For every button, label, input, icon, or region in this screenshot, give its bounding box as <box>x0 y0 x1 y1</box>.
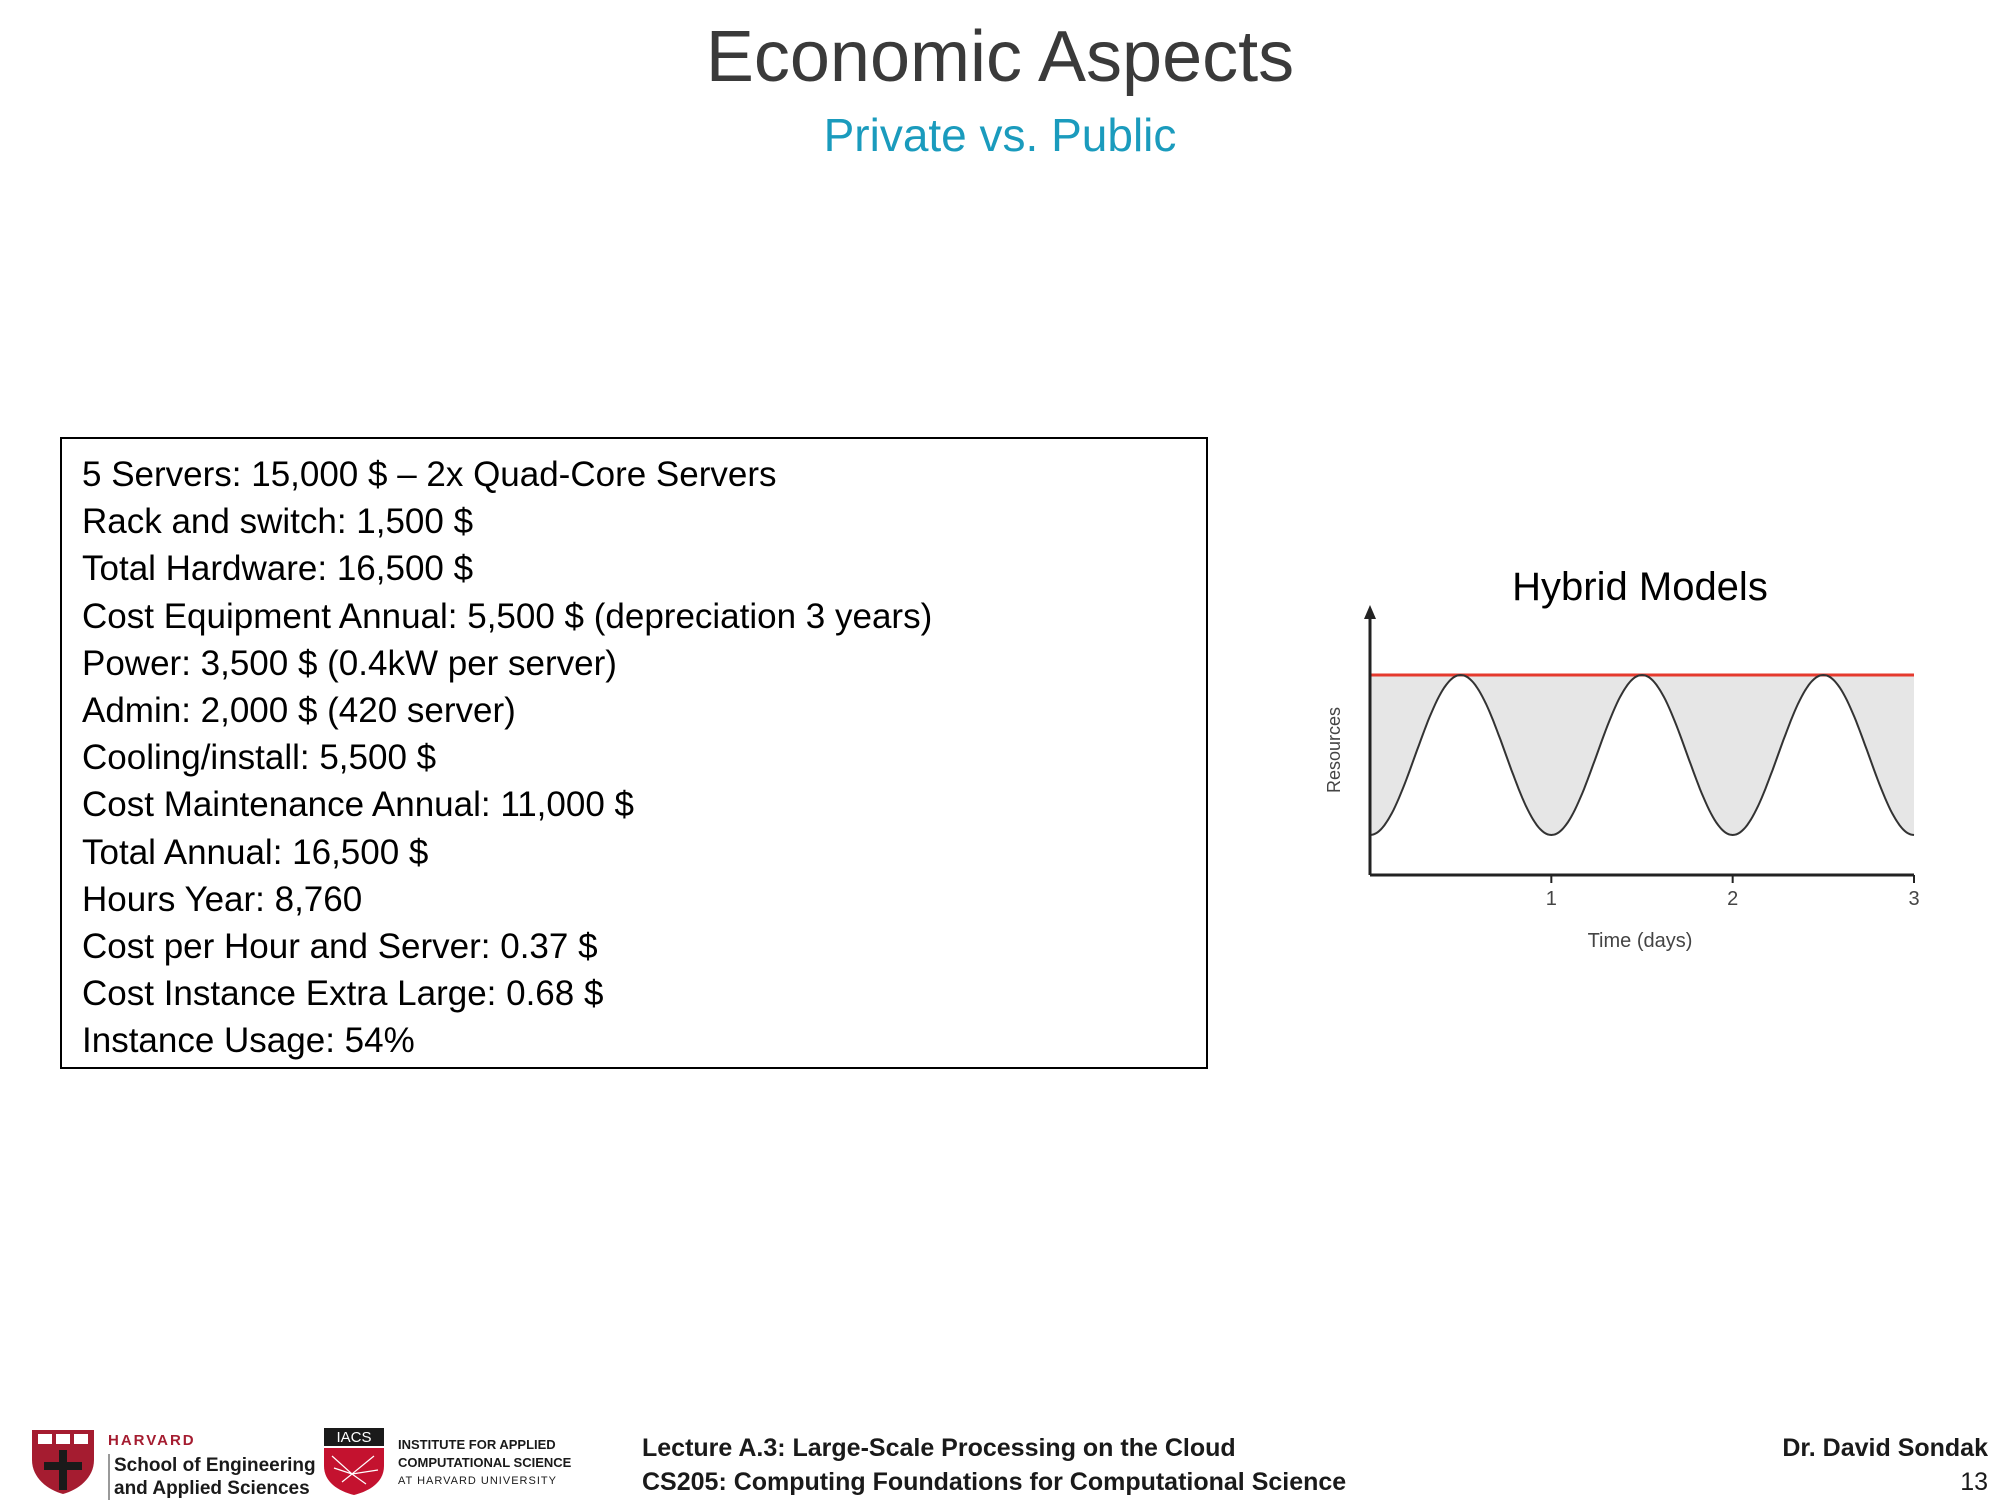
x-axis-label: Time (days) <box>1588 930 1693 952</box>
lecture-title: Lecture A.3: Large-Scale Processing on t… <box>642 1434 1236 1462</box>
author-name: Dr. David Sondak <box>1782 1434 1988 1462</box>
cost-line: 5 Servers: 15,000 $ – 2x Quad-Core Serve… <box>82 455 777 494</box>
harvard-school-line: and Applied Sciences <box>114 1478 310 1499</box>
cost-line: Total Annual: 16,500 $ <box>82 832 429 872</box>
x-tick-label: 1 <box>1546 888 1557 910</box>
cost-line: Power: 3,500 $ (0.4kW per server) <box>82 643 617 683</box>
cost-line: Hours Year: 8,760 <box>82 879 363 919</box>
cost-line: Rack and switch: 1,500 $ <box>82 502 474 542</box>
harvard-school-name: School of Engineering and Applied Scienc… <box>108 1454 316 1500</box>
course-title: CS205: Computing Foundations for Computa… <box>642 1468 1347 1496</box>
cost-line: Cost Equipment Annual: 5,500 $ (deprecia… <box>82 596 933 636</box>
resource-area-fill <box>1370 675 1914 835</box>
harvard-wordmark: HARVARD <box>108 1432 196 1449</box>
cost-line: Cost per Hour and Server: 0.37 $ <box>82 927 598 967</box>
y-axis-arrow-icon <box>1364 605 1376 619</box>
cost-line: Cost Maintenance Annual: 11,000 $ <box>82 785 634 825</box>
iacs-name-line: COMPUTATIONAL SCIENCE <box>398 1455 572 1470</box>
cost-line: Total Hardware: 16,500 $ <box>82 549 474 589</box>
harvard-shield-icon <box>32 1430 94 1494</box>
cost-line: Cooling/install: 5,500 $ <box>82 738 437 778</box>
harvard-school-line: School of Engineering <box>114 1455 316 1476</box>
y-axis-label: Resources <box>1324 707 1344 793</box>
x-tick-label: 3 <box>1908 888 1919 910</box>
iacs-name: INSTITUTE FOR APPLIED COMPUTATIONAL SCIE… <box>398 1436 571 1490</box>
cost-line: Cost Instance Extra Large: 0.68 $ <box>82 974 604 1014</box>
slide-title: Economic Aspects <box>705 17 1295 97</box>
iacs-badge-text: IACS <box>336 1429 371 1446</box>
demand-curve <box>1369 673 1915 837</box>
x-tick-group: 1 2 3 <box>1546 875 1920 910</box>
iacs-logo-icon: IACS <box>324 1428 384 1495</box>
cost-line: Instance Usage: 54% <box>82 1021 415 1061</box>
iacs-name-line: AT HARVARD UNIVERSITY <box>398 1475 557 1487</box>
hybrid-models-chart: 1 2 3 Time (days) Resources <box>1324 605 1920 952</box>
cost-line: Admin: 2,000 $ (420 server) <box>82 691 516 731</box>
iacs-name-line: INSTITUTE FOR APPLIED <box>398 1437 556 1452</box>
slide-subtitle: Private vs. Public <box>823 109 1177 161</box>
cost-breakdown-box: 5 Servers: 15,000 $ – 2x Quad-Core Serve… <box>60 437 1208 1069</box>
chart-title: Hybrid Models <box>1512 565 1768 609</box>
page-number: 13 <box>1960 1468 1988 1496</box>
x-tick-label: 2 <box>1727 888 1738 910</box>
